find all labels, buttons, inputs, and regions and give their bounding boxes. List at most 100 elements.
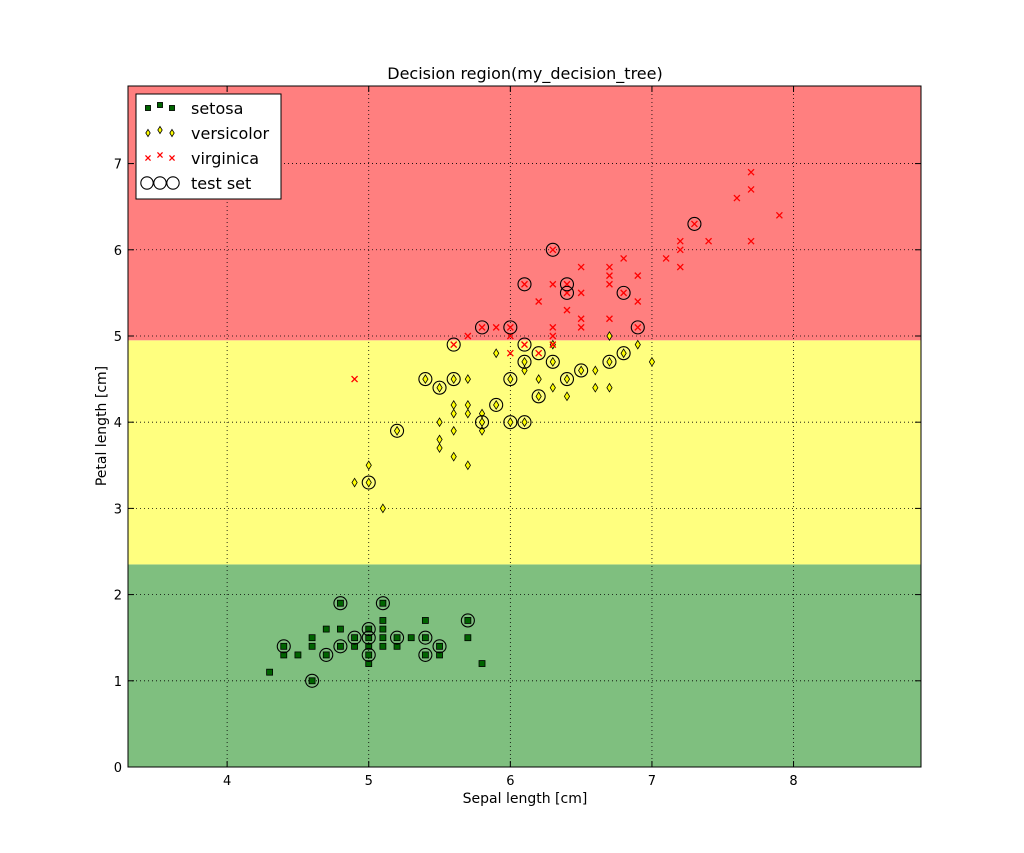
- setosa-point: [337, 599, 344, 607]
- legend: setosa versicolor virginica test set: [135, 93, 282, 200]
- virginica-point: [464, 332, 472, 340]
- test-set-point: [432, 639, 447, 654]
- test-set-point: [446, 337, 461, 352]
- test-set-point: [390, 423, 405, 438]
- versicolor-point: [464, 408, 471, 419]
- setosa-point: [421, 617, 429, 624]
- test-set-point: [333, 596, 348, 611]
- versicolor-point: [450, 425, 457, 436]
- virginica-point: [549, 323, 557, 331]
- setosa-point: [464, 634, 472, 642]
- virginica-point: [549, 332, 557, 340]
- setosa-point: [421, 651, 429, 659]
- virginica-point: [535, 349, 543, 357]
- setosa-point: [351, 642, 358, 650]
- x-tick-label: 6: [506, 774, 514, 789]
- test-set-point: [517, 277, 532, 292]
- test-set-point: [418, 372, 433, 387]
- test-set-point: [503, 372, 518, 387]
- test-set-point: [545, 354, 560, 369]
- virginica-point: [506, 323, 514, 331]
- virginica-point: [676, 246, 684, 254]
- virginica-point: [620, 289, 628, 297]
- setosa-point: [379, 634, 387, 642]
- virginica-point: [606, 272, 613, 280]
- versicolor-point: [563, 391, 571, 402]
- versicolor-point: [365, 460, 372, 471]
- test-set-point: [531, 389, 546, 404]
- y-tick-label: 5: [114, 330, 122, 345]
- virginica-point: [775, 211, 783, 219]
- versicolor-point: [535, 374, 542, 385]
- virginica-point: [733, 194, 741, 202]
- versicolor-point: [365, 477, 372, 488]
- virginica-point: [549, 280, 557, 288]
- setosa-point: [322, 651, 330, 659]
- virginica-point: [747, 185, 755, 193]
- virginica-point: [634, 323, 642, 331]
- versicolor-point: [450, 399, 457, 410]
- legend-marker-virginica: [144, 154, 152, 162]
- versicolor-point: [464, 374, 471, 385]
- test-set-point: [333, 639, 348, 654]
- legend-box: [135, 93, 282, 200]
- setosa-point: [308, 634, 316, 642]
- virginica-point: [506, 349, 514, 357]
- versicolor-point: [464, 399, 471, 410]
- versicolor-point: [606, 382, 613, 393]
- versicolor-point: [436, 443, 443, 454]
- virginica-point: [606, 280, 613, 288]
- legend-marker-setosa: [145, 105, 151, 111]
- test-set-point: [517, 337, 532, 352]
- plot-frame: [127, 85, 922, 768]
- y-tick-label: 2: [114, 589, 122, 604]
- versicolor-point: [507, 417, 514, 428]
- setosa-point: [407, 634, 415, 642]
- x-tick-label: 8: [789, 774, 797, 789]
- versicolor-point: [450, 451, 457, 462]
- virginica-point: [620, 254, 628, 262]
- test-set-point: [361, 622, 376, 637]
- test-set-point: [616, 346, 631, 361]
- chart-title: Decision region(my_decision_tree): [387, 64, 662, 84]
- region-setosa: [128, 564, 921, 767]
- versicolor-point: [493, 399, 500, 410]
- virginica-point: [606, 315, 613, 323]
- y-tick-label: 7: [114, 158, 122, 173]
- x-tick-label: 4: [223, 774, 231, 789]
- setosa-point: [280, 642, 288, 650]
- x-tick-label: 5: [365, 774, 373, 789]
- legend-marker-versicolor: [169, 128, 175, 138]
- test-set-point: [517, 354, 532, 369]
- virginica-point: [577, 263, 585, 271]
- setosa-point: [436, 642, 443, 650]
- setosa-point: [464, 617, 472, 624]
- setosa-point: [280, 651, 288, 659]
- virginica-point: [634, 298, 642, 305]
- data-points: [266, 168, 783, 688]
- test-set-point: [559, 285, 575, 300]
- virginica-point: [478, 323, 486, 331]
- virginica-point: [577, 323, 585, 331]
- setosa-point: [393, 634, 401, 642]
- versicolor-point: [436, 382, 443, 393]
- setosa-point: [365, 625, 373, 633]
- test-set-point: [361, 630, 376, 645]
- legend-marker-setosa: [157, 102, 163, 108]
- test-set-point: [390, 630, 405, 645]
- versicolor-point: [521, 417, 528, 428]
- setosa-point: [379, 617, 387, 624]
- virginica-point: [549, 246, 557, 254]
- virginica-point: [705, 237, 713, 245]
- versicolor-point: [436, 417, 443, 428]
- versicolor-point: [478, 417, 486, 428]
- versicolor-point: [422, 374, 429, 385]
- virginica-point: [606, 263, 613, 271]
- versicolor-point: [521, 356, 528, 367]
- virginica-point: [634, 272, 642, 280]
- versicolor-point: [578, 365, 585, 376]
- test-set-point: [503, 415, 518, 430]
- versicolor-point: [606, 356, 613, 367]
- versicolor-point: [379, 503, 386, 514]
- test-set-point: [602, 354, 617, 369]
